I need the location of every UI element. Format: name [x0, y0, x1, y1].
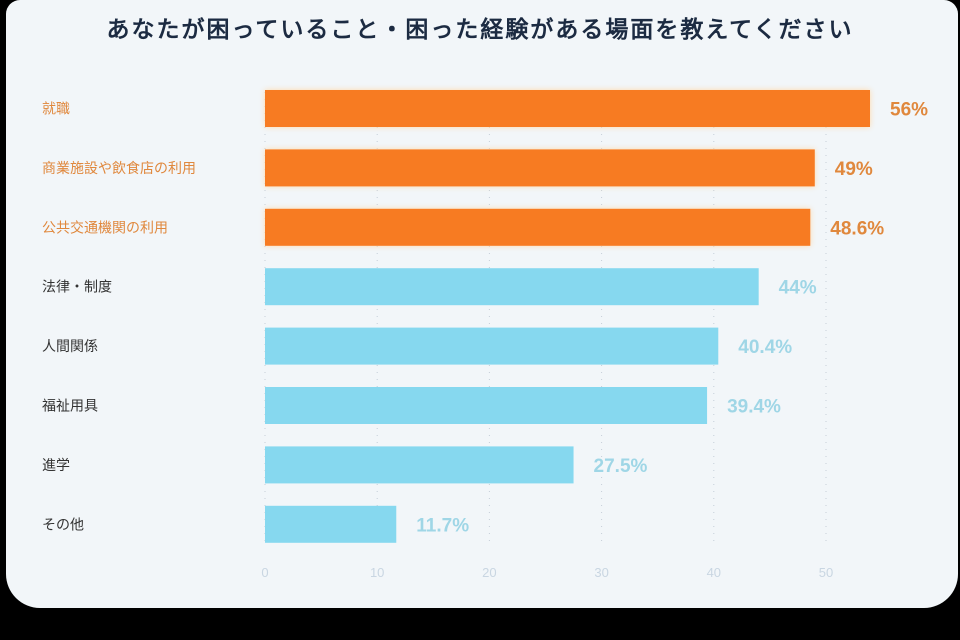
- bar: [265, 268, 759, 306]
- value-label: 39.4%: [727, 397, 781, 418]
- x-tick-label: 10: [370, 565, 384, 580]
- value-label: 11.7%: [416, 515, 469, 536]
- value-label: 40.4%: [738, 337, 792, 358]
- bar: [265, 387, 708, 424]
- x-tick-label: 30: [594, 565, 608, 580]
- value-label: 44%: [779, 278, 817, 299]
- x-tick-label: 20: [482, 565, 496, 580]
- bar: [265, 208, 811, 246]
- bar: [265, 446, 574, 484]
- bar: [265, 505, 397, 543]
- chart-title: あなたが困っていること・困った経験がある場面を教えてください: [106, 17, 854, 43]
- category-label: 就職: [42, 102, 70, 118]
- x-tick-label: 40: [707, 565, 721, 580]
- category-label: 商業施設や飲食店の利用: [42, 160, 196, 177]
- category-label: 進学: [42, 458, 70, 474]
- bar: [265, 327, 719, 365]
- value-label: 48.6%: [830, 218, 884, 239]
- x-tick-label: 50: [819, 565, 833, 580]
- bar: [265, 149, 815, 187]
- value-label: 56%: [890, 100, 928, 121]
- value-label: 27.5%: [594, 456, 648, 477]
- category-label: 法律・制度: [42, 280, 112, 296]
- category-label: 公共交通機関の利用: [42, 219, 168, 236]
- category-label: 人間関係: [42, 339, 98, 355]
- category-label: 福祉用具: [42, 399, 98, 415]
- category-label: その他: [42, 517, 84, 533]
- x-tick-label: 0: [261, 565, 268, 580]
- value-label: 49%: [835, 159, 873, 180]
- bar: [265, 90, 870, 127]
